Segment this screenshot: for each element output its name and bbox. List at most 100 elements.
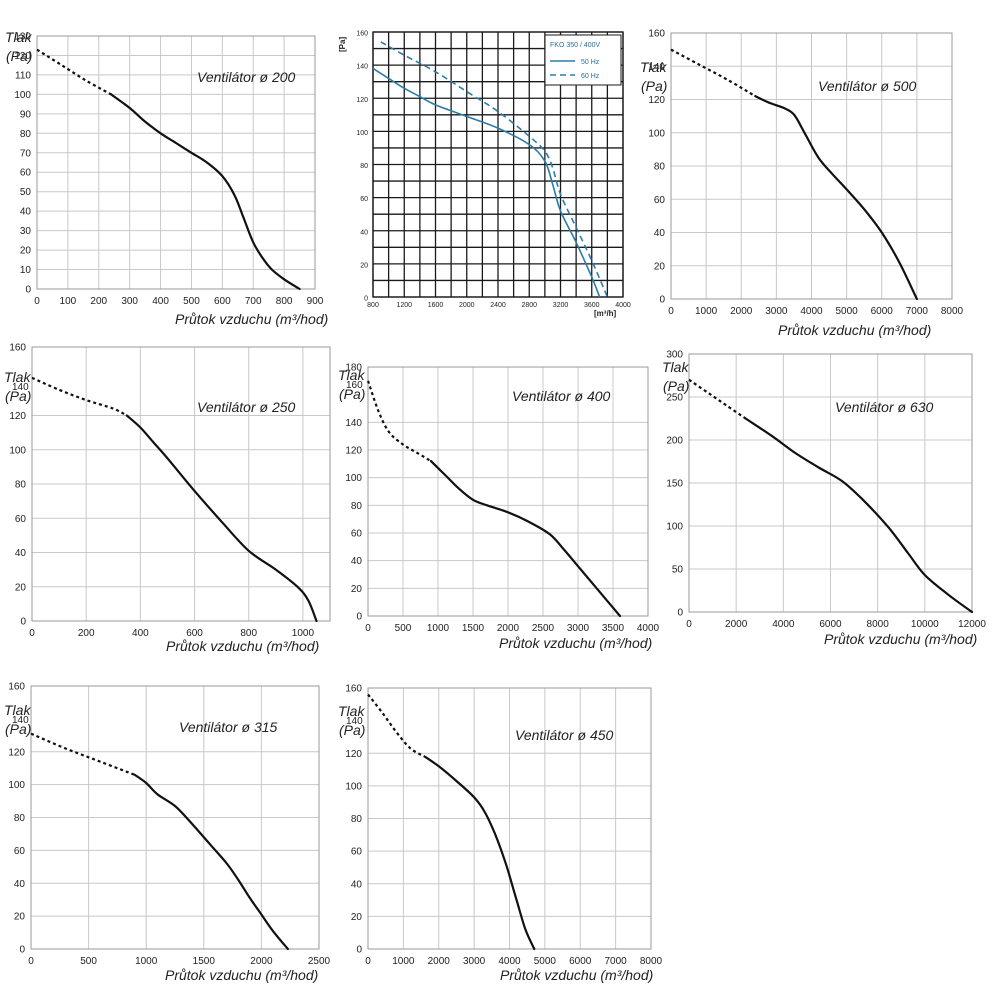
x-tick-label: 600 xyxy=(186,628,203,639)
y-tick-label: 120 xyxy=(8,747,25,758)
y-tick-label: 40 xyxy=(351,879,363,890)
x-tick-label: 4000 xyxy=(800,306,823,317)
x-tick-label: 10000 xyxy=(911,619,939,630)
y-tick-label: 200 xyxy=(666,436,683,447)
x-tick-label: 500 xyxy=(395,623,412,634)
x-tick-label: 200 xyxy=(78,628,95,639)
y-tick-label: 180 xyxy=(345,363,362,374)
chart-fan200: 0 100 200 300 400 500 600 700 800 900 0 10 20 30 40 50 6… xyxy=(5,29,328,327)
y-tick-label: 80 xyxy=(351,501,363,512)
y-tick-label: 100 xyxy=(345,473,362,484)
y-tick-label: 80 xyxy=(20,129,32,140)
x-tick-label: 2000 xyxy=(497,623,520,634)
x-tick-label: 700 xyxy=(245,296,262,307)
curve-solid-segment xyxy=(110,93,301,291)
chart-fan250: 0 200 400 600 800 1000 0 20 40 60 80 100 120 160 Tlak (… xyxy=(4,343,331,654)
x-tick-label: 5000 xyxy=(836,306,859,317)
y-tick-label: 70 xyxy=(20,148,32,159)
x-axis-label: Průtok vzduchu (m³/hod) xyxy=(175,311,328,327)
x-tick-label: 1000 xyxy=(392,956,415,967)
y-tick-label: 160 xyxy=(648,29,665,40)
x-tick-label: 3000 xyxy=(567,623,590,634)
x-tick-label: 3200 xyxy=(553,302,569,309)
x-tick-label: 3000 xyxy=(463,956,486,967)
y-tick-label: 40 xyxy=(14,879,26,890)
y-tick-label: 20 xyxy=(654,261,666,272)
y-tick-label: 100 xyxy=(356,130,368,137)
chart-title: Ventilátor ø 500 xyxy=(818,78,917,94)
y-tick-label: 0 xyxy=(19,945,25,956)
y-tick-label: 0 xyxy=(25,285,31,296)
y-tick-label: 40 xyxy=(20,207,32,218)
curve-dotted-segment xyxy=(670,48,756,98)
legend-title: FKO 350 / 400V xyxy=(550,42,601,49)
x-tick-label: 800 xyxy=(367,302,379,309)
x-tick-label: 6000 xyxy=(871,306,894,317)
x-axis-label: Průtok vzduchu (m³/hod) xyxy=(499,635,652,651)
chart-title: Ventilátor ø 315 xyxy=(179,719,278,735)
chart-fan400: 0 500 1000 1500 2000 2500 3000 3500 4000 0 20 40 60 8… xyxy=(338,363,660,652)
x-tick-label: 2000 xyxy=(250,956,273,967)
x-tick-label: 8000 xyxy=(941,306,964,317)
x-tick-label: 3600 xyxy=(584,302,600,309)
x-tick-label: 3000 xyxy=(765,306,788,317)
y-axis-label: Tlak xyxy=(4,702,31,718)
curve-solid-segment xyxy=(754,95,918,301)
y-axis-unit-label: (Pa) xyxy=(6,48,32,64)
x-tick-label: 4000 xyxy=(498,956,521,967)
x-tick-label: 0 xyxy=(28,956,34,967)
curve-dotted-segment xyxy=(366,380,432,463)
y-axis-unit-label: (Pa) xyxy=(5,721,31,737)
curve-dotted-segment xyxy=(36,48,112,96)
y-tick-label: 60 xyxy=(351,847,363,858)
y-tick-label: 100 xyxy=(9,445,26,456)
plot-frame xyxy=(31,346,331,622)
y-axis-unit-label: (Pa) xyxy=(663,378,689,394)
x-tick-label: 0 xyxy=(365,956,371,967)
chart-fan315: 0 500 1000 1500 2000 2500 0 20 40 60 80 100 120 160 Tl… xyxy=(4,682,331,984)
chart-title: Ventilátor ø 200 xyxy=(197,69,296,85)
y-axis-unit-label: (Pa) xyxy=(339,386,365,402)
series-line-50hz xyxy=(372,67,601,298)
x-tick-label: 2000 xyxy=(725,619,748,630)
plot-frame xyxy=(670,32,953,300)
plot-frame xyxy=(30,685,320,950)
x-tick-label: 2000 xyxy=(459,302,475,309)
y-tick-label: 60 xyxy=(14,846,26,857)
x-tick-label: 1500 xyxy=(193,956,216,967)
y-overlap-tick-label: 140 xyxy=(12,382,29,393)
y-axis-unit-label: (Pa) xyxy=(5,388,31,404)
x-tick-label: 6000 xyxy=(819,619,842,630)
curve-solid-segment xyxy=(125,414,318,623)
chart-title: Ventilátor ø 400 xyxy=(512,388,611,404)
y-tick-label: 0 xyxy=(356,945,362,956)
chart-title: Ventilátor ø 250 xyxy=(197,399,296,415)
y-tick-label: 120 xyxy=(345,446,362,457)
chart-fko350: 800 1200 1600 2000 2400 2800 3200 3600 4000 0 20 40… xyxy=(338,31,631,319)
x-tick-label: 500 xyxy=(183,296,200,307)
y-tick-label: 50 xyxy=(672,565,684,576)
y-tick-label: 60 xyxy=(15,514,27,525)
plot-frame xyxy=(367,687,652,950)
y-tick-label: 80 xyxy=(14,813,26,824)
x-tick-label: 2500 xyxy=(532,623,555,634)
curve-dotted-segment xyxy=(367,693,426,758)
y-axis-label: [Pa] xyxy=(338,37,347,52)
x-tick-label: 8000 xyxy=(640,956,663,967)
y-tick-label: 100 xyxy=(648,128,665,139)
y-tick-label: 300 xyxy=(666,350,683,361)
legend-box xyxy=(544,34,622,86)
chart-title: Ventilátor ø 630 xyxy=(835,399,934,415)
curve-solid-segment xyxy=(744,417,974,614)
y-tick-label: 100 xyxy=(8,780,25,791)
x-tick-label: 3500 xyxy=(602,623,625,634)
curve-dotted-segment xyxy=(30,732,136,776)
y-tick-label: 110 xyxy=(15,70,31,81)
x-tick-label: 100 xyxy=(60,296,77,307)
y-tick-label: 20 xyxy=(351,912,363,923)
y-tick-label: 100 xyxy=(14,90,31,101)
x-tick-label: 7000 xyxy=(605,956,628,967)
y-tick-label: 160 xyxy=(9,343,26,354)
x-tick-label: 0 xyxy=(668,306,674,317)
y-tick-label: 130 xyxy=(14,32,31,43)
